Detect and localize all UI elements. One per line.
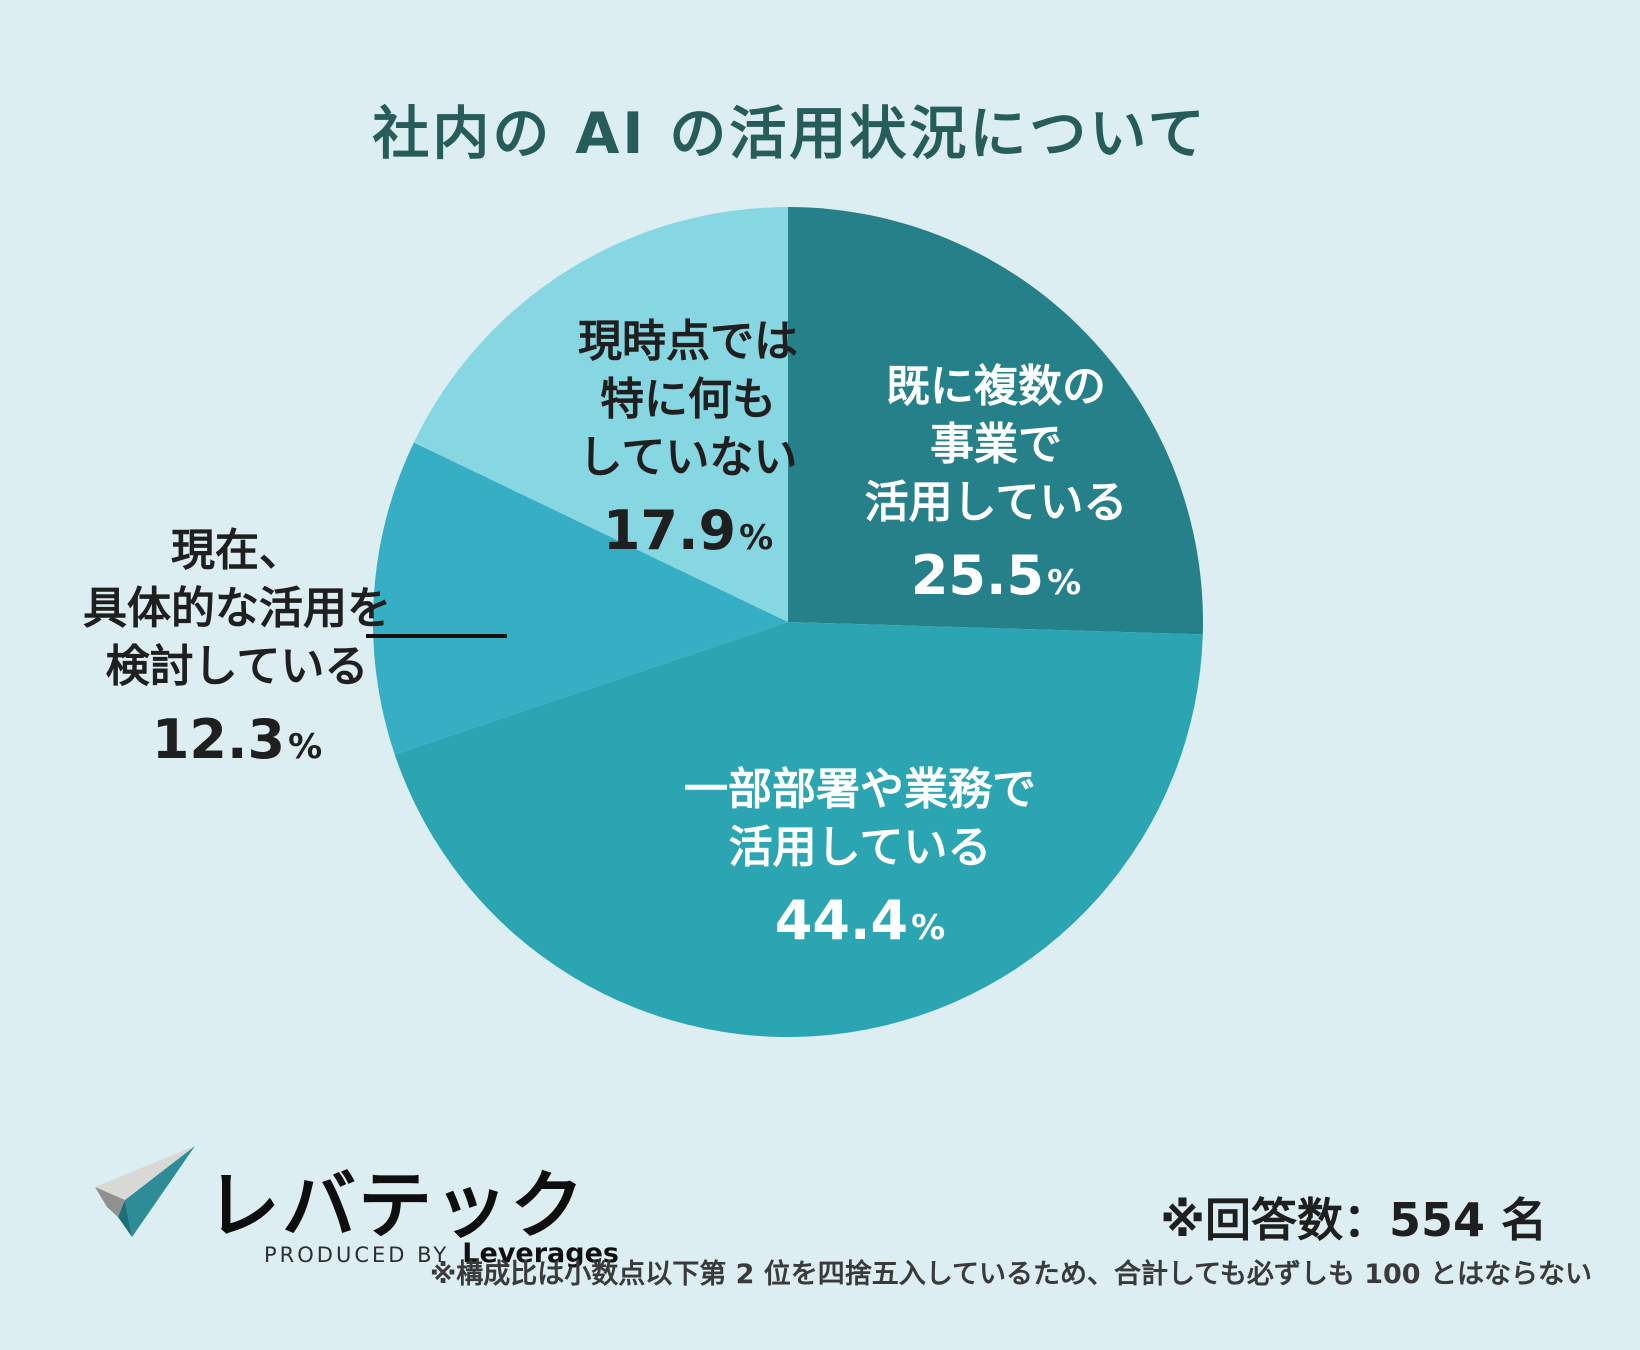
levtech-logo-icon [95, 1146, 195, 1237]
pie-label-text: 現時点では 特に何も していない [578, 316, 798, 483]
pie-slice-0 [788, 207, 1203, 635]
pie-label-text: 一部部署や業務で 活用している [684, 764, 1036, 873]
brand-name: レバテック [206, 1163, 586, 1249]
pie-chart-svg [373, 207, 1203, 1037]
pie-label-text: 既に複数の 事業で 活用している [864, 361, 1128, 528]
logo-facet-light [95, 1146, 195, 1200]
pie-value: 25.5% [910, 544, 1082, 607]
pie-value: 17.9% [602, 499, 774, 562]
respondents-note: ※回答数：554 名 [1160, 1193, 1547, 1247]
pie-label-text: 現在、 具体的な活用を 検討している [83, 525, 391, 692]
pie-chart [373, 207, 1203, 1037]
label-pointer-line [366, 634, 507, 638]
produced-by-line: PRODUCED BY Leverages [264, 1238, 619, 1269]
page-title: 社内の AI の活用状況について [372, 101, 1208, 167]
pie-slice-3 [413, 207, 788, 622]
rounding-note: ※構成比は小数点以下第 2 位を四捨五入しているため、合計しても必ずしも 100… [429, 1259, 1592, 1290]
pie-value: 44.4% [774, 889, 946, 952]
logo-facet-gray [95, 1187, 125, 1217]
logo-facet-teal [125, 1146, 195, 1237]
pie-label-nothing-yet: 現時点では 特に何も していない 17.9% [578, 313, 798, 574]
produced-by-label: PRODUCED BY [264, 1243, 450, 1267]
company-name: Leverages [462, 1238, 619, 1269]
pie-value: 12.3% [151, 708, 323, 771]
levtech-logo: レバテック PRODUCED BY Leverages [88, 1138, 619, 1278]
pie-slice-2 [373, 442, 788, 755]
pie-label-some-departments: 一部部署や業務で 活用している 44.4% [684, 761, 1036, 964]
pie-label-considering-use: 現在、 具体的な活用を 検討している 12.3% [83, 522, 391, 783]
logo-facet-dark-teal [118, 1200, 132, 1237]
pie-label-multiple-business: 既に複数の 事業で 活用している 25.5% [865, 358, 1128, 619]
pie-slice-1 [394, 622, 1203, 1037]
